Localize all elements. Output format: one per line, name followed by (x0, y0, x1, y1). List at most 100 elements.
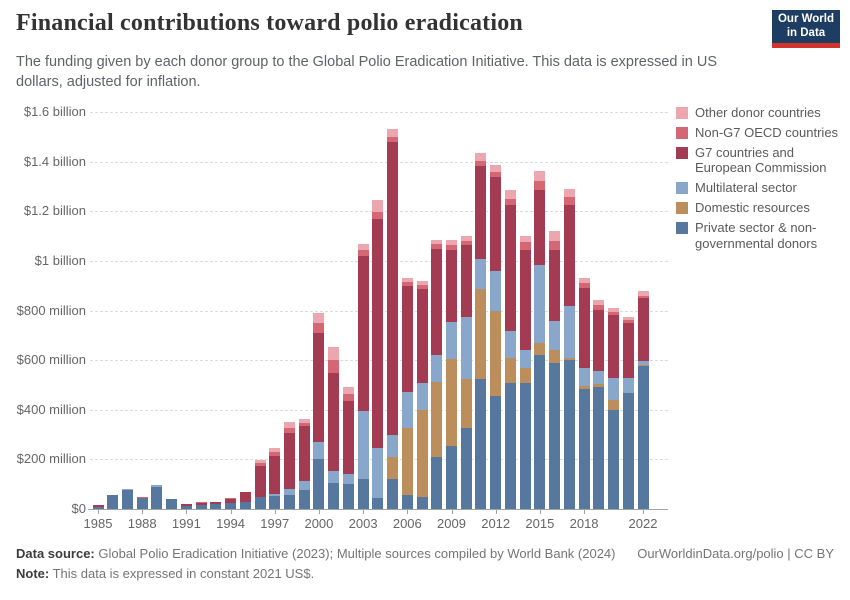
bar-2002[interactable] (342, 387, 354, 509)
bar-2015[interactable] (534, 171, 546, 509)
bar-segment[interactable] (195, 502, 207, 505)
bar-segment[interactable] (372, 200, 384, 212)
bar-segment[interactable] (563, 306, 575, 358)
bar-segment[interactable] (608, 409, 620, 509)
bar-segment[interactable] (475, 153, 487, 161)
bar-segment[interactable] (283, 433, 295, 490)
bar-1993[interactable] (210, 501, 222, 509)
bar-1990[interactable] (166, 499, 178, 509)
bar-segment[interactable] (578, 283, 590, 289)
bar-segment[interactable] (460, 379, 472, 428)
bar-segment[interactable] (578, 388, 590, 509)
bar-segment[interactable] (460, 316, 472, 379)
bar-segment[interactable] (210, 504, 222, 509)
bar-segment[interactable] (269, 496, 281, 509)
bar-segment[interactable] (593, 309, 605, 371)
bar-segment[interactable] (416, 496, 428, 509)
bar-segment[interactable] (180, 504, 192, 506)
bar-segment[interactable] (239, 491, 251, 493)
bar-segment[interactable] (313, 442, 325, 460)
bar-segment[interactable] (298, 490, 310, 509)
bar-segment[interactable] (357, 410, 369, 479)
bar-2009[interactable] (446, 240, 457, 509)
bar-2004[interactable] (372, 200, 384, 509)
bar-segment[interactable] (549, 321, 561, 350)
bar-1988[interactable] (136, 497, 148, 509)
bar-segment[interactable] (563, 188, 575, 198)
bar-2010[interactable] (460, 236, 472, 509)
bar-2008[interactable] (431, 240, 443, 509)
bar-segment[interactable] (578, 288, 590, 369)
bar-segment[interactable] (180, 503, 192, 505)
bar-segment[interactable] (283, 427, 295, 434)
bar-segment[interactable] (298, 426, 310, 482)
bar-segment[interactable] (622, 319, 634, 323)
bar-segment[interactable] (637, 361, 649, 366)
bar-segment[interactable] (387, 456, 399, 480)
bar-segment[interactable] (342, 401, 354, 475)
bar-segment[interactable] (210, 501, 222, 503)
bar-segment[interactable] (534, 264, 546, 344)
bar-segment[interactable] (578, 386, 590, 389)
bar-segment[interactable] (225, 498, 237, 499)
bar-segment[interactable] (107, 495, 119, 509)
bar-segment[interactable] (372, 497, 384, 509)
bar-segment[interactable] (460, 245, 472, 317)
bar-segment[interactable] (519, 368, 531, 383)
bar-segment[interactable] (239, 492, 251, 502)
bar-segment[interactable] (92, 505, 104, 507)
legend-item-non-g7-oecd-countries[interactable]: Non-G7 OECD countries (676, 125, 848, 140)
bar-segment[interactable] (342, 474, 354, 484)
bar-segment[interactable] (357, 478, 369, 509)
bar-segment[interactable] (269, 456, 281, 494)
bar-segment[interactable] (637, 295, 649, 299)
bar-segment[interactable] (342, 483, 354, 509)
bar-segment[interactable] (180, 505, 192, 509)
legend-item-multilateral-sector[interactable]: Multilateral sector (676, 180, 848, 195)
legend-item-g7-countries-and-european-commission[interactable]: G7 countries and European Commission (676, 145, 848, 175)
bar-segment[interactable] (622, 393, 634, 509)
bar-segment[interactable] (372, 211, 384, 220)
bar-segment[interactable] (549, 363, 561, 509)
bar-segment[interactable] (490, 310, 502, 397)
bar-segment[interactable] (210, 502, 222, 505)
bar-segment[interactable] (549, 241, 561, 250)
bar-segment[interactable] (151, 485, 163, 487)
bar-segment[interactable] (534, 189, 546, 265)
bar-segment[interactable] (254, 463, 266, 467)
bar-1995[interactable] (239, 491, 251, 509)
bar-2017[interactable] (563, 188, 575, 509)
bar-segment[interactable] (431, 240, 443, 245)
bar-segment[interactable] (372, 447, 384, 498)
bar-segment[interactable] (136, 498, 148, 509)
bar-segment[interactable] (372, 219, 384, 448)
bar-segment[interactable] (563, 360, 575, 509)
bar-segment[interactable] (401, 286, 413, 392)
bar-segment[interactable] (357, 255, 369, 411)
bar-1999[interactable] (298, 419, 310, 509)
bar-segment[interactable] (401, 428, 413, 496)
bar-1997[interactable] (269, 447, 281, 509)
bar-1992[interactable] (195, 502, 207, 509)
bar-segment[interactable] (328, 360, 340, 374)
bar-segment[interactable] (563, 357, 575, 361)
bar-segment[interactable] (283, 421, 295, 428)
bar-segment[interactable] (563, 197, 575, 205)
bar-segment[interactable] (446, 322, 457, 359)
bar-segment[interactable] (519, 242, 531, 250)
bar-segment[interactable] (342, 387, 354, 394)
bar-segment[interactable] (166, 499, 178, 509)
bar-segment[interactable] (608, 308, 620, 312)
bar-2018[interactable] (578, 278, 590, 509)
bar-segment[interactable] (401, 282, 413, 287)
bar-segment[interactable] (608, 399, 620, 410)
bar-segment[interactable] (490, 396, 502, 509)
bar-segment[interactable] (416, 383, 428, 410)
bar-1987[interactable] (121, 489, 133, 509)
bar-segment[interactable] (637, 366, 649, 509)
bar-segment[interactable] (401, 495, 413, 509)
bar-segment[interactable] (593, 386, 605, 509)
bar-segment[interactable] (637, 290, 649, 296)
bar-segment[interactable] (637, 365, 649, 367)
bar-segment[interactable] (254, 459, 266, 464)
